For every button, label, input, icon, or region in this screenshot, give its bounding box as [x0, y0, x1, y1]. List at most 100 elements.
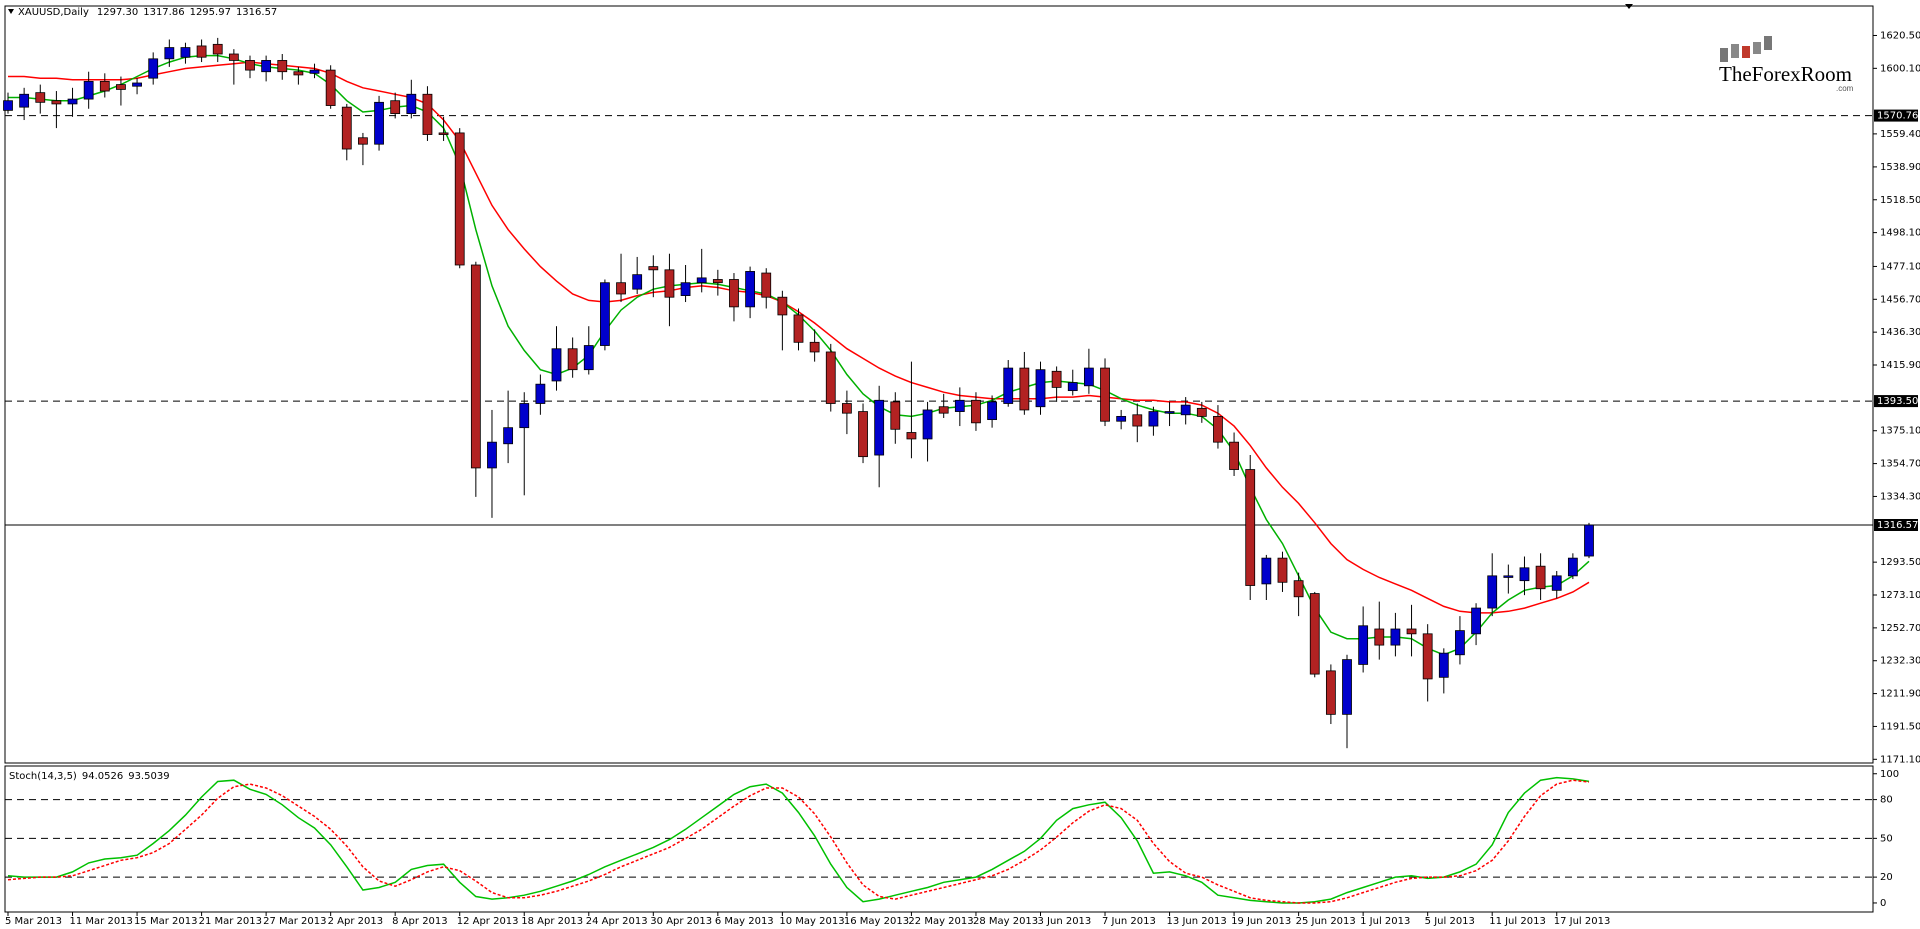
series-line	[7, 776, 1590, 904]
candle-body	[99, 80, 110, 92]
candle-body	[180, 47, 191, 58]
candle-body	[261, 60, 272, 73]
y-tick-label: 1354.70	[1880, 459, 1920, 470]
candle-body	[729, 279, 739, 308]
candle-body	[83, 80, 94, 100]
x-tick-label: 28 May 2013	[973, 916, 1038, 927]
candle-body	[874, 399, 885, 456]
y-tick-label: 20	[1880, 872, 1893, 883]
candle-body	[648, 266, 659, 271]
candle-body	[358, 137, 368, 145]
y-tick-label: 1559.40	[1880, 129, 1920, 140]
candle-body	[664, 269, 675, 298]
candle-body	[519, 403, 530, 429]
candle-body	[1245, 469, 1256, 586]
open-label: 1297.30	[97, 7, 138, 18]
candle-body	[438, 132, 449, 135]
candle-body	[1325, 670, 1336, 715]
candle-body	[1083, 367, 1094, 387]
x-tick-label: 30 Apr 2013	[650, 916, 712, 927]
y-tick-label: 1600.10	[1880, 63, 1920, 74]
y-tick-label: 1293.50	[1880, 557, 1920, 568]
y-tick-label: 1232.30	[1880, 656, 1920, 667]
candle-body	[551, 348, 562, 382]
candle-body	[1132, 414, 1143, 427]
y-tick-label: 80	[1880, 795, 1893, 806]
y-tick-label: 1477.10	[1880, 261, 1920, 272]
level-label: 1570.76	[1877, 111, 1918, 122]
x-tick-label: 5 Jul 2013	[1425, 916, 1475, 927]
y-tick-label: 1171.10	[1880, 754, 1920, 765]
series-line	[7, 779, 1590, 904]
candle-body	[890, 401, 901, 430]
high-label: 1317.86	[143, 7, 184, 18]
y-tick-label: 100	[1880, 769, 1899, 780]
y-tick-label: 1375.10	[1880, 426, 1920, 437]
candle-body	[406, 93, 417, 114]
candle-body	[470, 264, 481, 469]
level-tag	[1874, 518, 1918, 531]
panel-frame	[4, 765, 1874, 913]
panel-frame	[4, 5, 1874, 764]
candle-body	[825, 351, 836, 404]
symbol: XAUUSD,Daily	[18, 7, 89, 18]
logo-bar	[1731, 44, 1739, 58]
level-label: 1316.57	[1877, 520, 1918, 531]
candle-body	[374, 101, 384, 145]
candle-body	[938, 406, 949, 414]
candle-body	[212, 43, 223, 55]
candle-body	[616, 282, 626, 295]
y-tick-label: 1415.90	[1880, 360, 1920, 371]
logo-bar	[1753, 42, 1761, 54]
x-tick-label: 5 Mar 2013	[5, 916, 62, 927]
candle-body	[680, 282, 691, 296]
candle-body	[325, 69, 336, 106]
logo-icon	[1720, 36, 1772, 62]
candle-body	[1180, 404, 1191, 416]
candle-body	[454, 132, 465, 266]
candle-body	[1422, 633, 1433, 680]
y-tick-label: 1456.70	[1880, 294, 1920, 305]
y-tick-label: 1211.90	[1880, 689, 1920, 700]
shift-marker	[1625, 4, 1633, 9]
x-tick-label: 11 Mar 2013	[70, 916, 133, 927]
candle-body	[1051, 370, 1062, 388]
y-tick-label: 1273.10	[1880, 590, 1920, 601]
y-tick-label: 1334.30	[1880, 491, 1920, 502]
x-tick-label: 16 May 2013	[844, 916, 909, 927]
x-tick-label: 2 Apr 2013	[328, 916, 383, 927]
candle-body	[503, 427, 514, 445]
candle-body	[196, 45, 207, 58]
candle-body	[116, 84, 126, 90]
logo-domain: .com	[1836, 84, 1854, 93]
close-label: 1316.57	[236, 7, 277, 18]
candle-body	[1390, 628, 1401, 646]
candle-body	[971, 399, 981, 424]
indicator-header: Stoch(14,3,5) 94.0526 93.5039	[9, 771, 170, 782]
y-tick-label: 1538.90	[1880, 162, 1920, 173]
x-tick-label: 10 May 2013	[779, 916, 844, 927]
x-tick-label: 1 Jul 2013	[1360, 916, 1410, 927]
candle-body	[309, 69, 320, 74]
candle-body	[696, 277, 707, 284]
x-tick-label: 27 Mar 2013	[263, 916, 326, 927]
candle-body	[390, 100, 401, 114]
y-tick-label: 1518.50	[1880, 195, 1920, 206]
x-tick-label: 7 Jun 2013	[1102, 916, 1156, 927]
chart-header: XAUUSD,Daily 1297.30 1317.86 1295.97 1316.57	[18, 7, 277, 18]
logo-bar	[1720, 48, 1728, 62]
x-tick-label: 19 Jun 2013	[1231, 916, 1291, 927]
candle-body	[67, 98, 78, 105]
x-tick-label: 22 May 2013	[908, 916, 973, 927]
candle-body	[422, 93, 433, 135]
y-tick-label: 1620.50	[1880, 30, 1920, 41]
x-tick-label: 24 Apr 2013	[586, 916, 648, 927]
y-tick-label: 0	[1880, 898, 1886, 909]
candle-body	[954, 399, 965, 412]
y-tick-label: 50	[1880, 833, 1893, 844]
candle-body	[1455, 630, 1465, 656]
candle-body	[906, 432, 917, 440]
indicator-main-value: 94.0526	[82, 771, 123, 782]
candle-body	[1116, 415, 1127, 422]
